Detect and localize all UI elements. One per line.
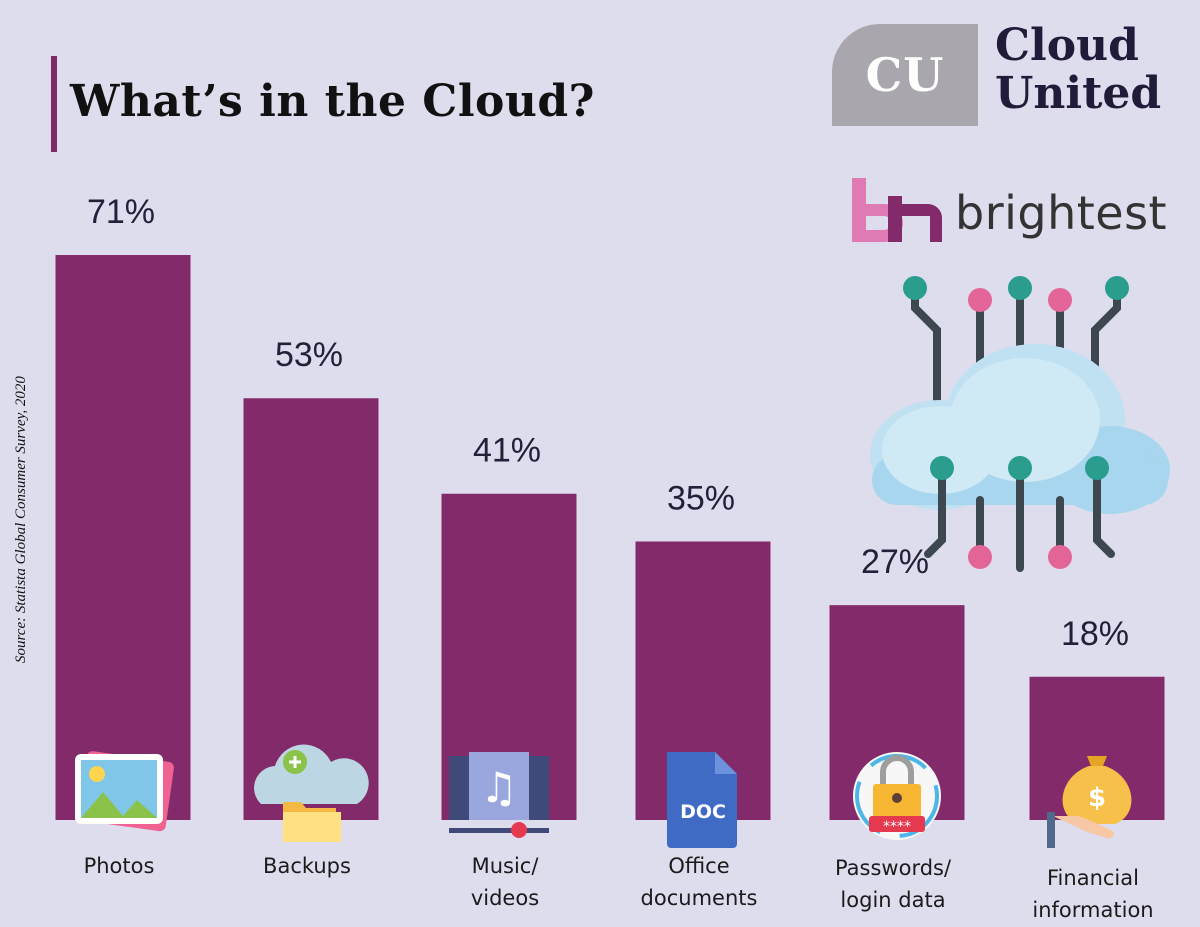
value-label-6: 18%: [1061, 615, 1129, 653]
category-label-3: Music/ videos: [470, 854, 540, 910]
page-title: What’s in the Cloud?: [70, 76, 595, 127]
category-label-6: Financial information: [1032, 866, 1154, 922]
bar-1: [55, 255, 191, 820]
title-accent-bar: [51, 56, 57, 152]
cloud-united-logo: CU: [832, 24, 978, 126]
svg-text:♫: ♫: [480, 763, 518, 812]
svg-text:$: $: [1088, 783, 1106, 813]
category-label-1: Photos: [83, 854, 155, 878]
doc-file-icon: DOC: [667, 752, 737, 848]
cloud-backup-icon: [254, 744, 369, 842]
password-lock-icon: ****: [853, 752, 941, 840]
value-label-4: 35%: [667, 479, 735, 517]
photo-icon: [75, 751, 174, 832]
value-label-3: 41%: [473, 432, 541, 470]
cu-name-line2: United: [995, 68, 1162, 119]
cloud-network-icon: [870, 276, 1170, 572]
value-label-5: 27%: [861, 543, 929, 581]
source-note: Source: Statista Global Consumer Survey,…: [13, 376, 29, 663]
cu-name-line1: Cloud: [995, 20, 1139, 71]
svg-text:DOC: DOC: [680, 801, 726, 823]
brightest-logo-icon: [852, 178, 942, 242]
category-label-4: Office documents: [640, 854, 758, 910]
value-label-1: 71%: [87, 193, 155, 231]
money-bag-icon: $: [1047, 756, 1132, 848]
cu-logo-text: CU: [865, 48, 945, 102]
music-video-icon: ♫: [449, 752, 549, 838]
category-label-5: Passwords/ login data: [834, 856, 952, 912]
cloud-united-name: Cloud United: [995, 22, 1195, 118]
svg-text:****: ****: [883, 819, 911, 835]
brightest-name: brightest: [955, 186, 1168, 240]
value-label-2: 53%: [275, 336, 343, 374]
category-label-2: Backups: [263, 854, 351, 878]
